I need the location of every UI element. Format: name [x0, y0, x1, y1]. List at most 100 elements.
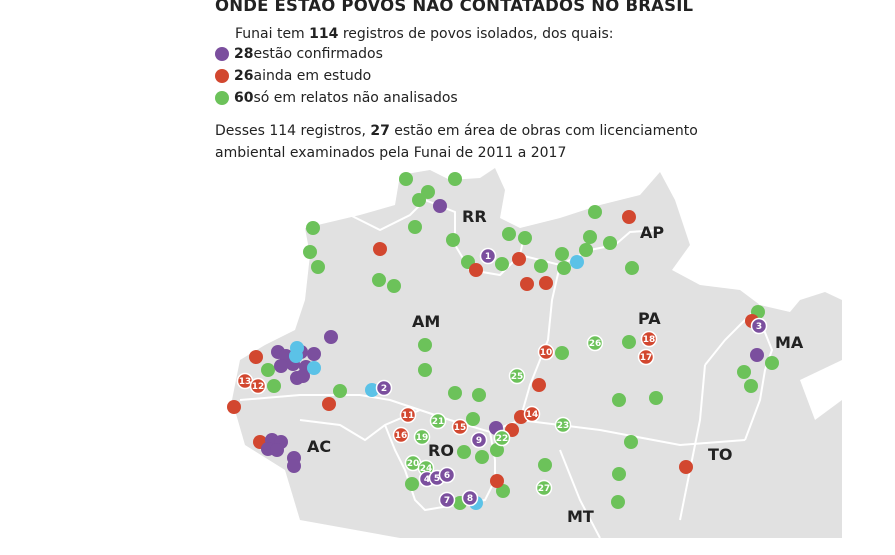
marker-20-label: 20: [407, 459, 420, 469]
study-dot: [469, 263, 483, 277]
marker-26-dot: [586, 334, 604, 352]
report-dot: [579, 243, 593, 257]
report-dot: [448, 172, 462, 186]
report-dot: [412, 193, 426, 207]
reports-dot-icon: [215, 91, 229, 105]
works-note: Desses 114 registros, 27 estão em área d…: [215, 123, 698, 161]
report-dot: [744, 379, 758, 393]
marker-9-label: 9: [476, 436, 482, 446]
report-dot: [408, 220, 422, 234]
confirmed-dot: [750, 348, 764, 362]
report-dot: [466, 412, 480, 426]
study-dot: [322, 397, 336, 411]
highlight-dot: [307, 361, 321, 375]
report-dot: [588, 205, 602, 219]
marker-25-dot: [508, 367, 526, 385]
marker-13-label: 13: [239, 377, 252, 387]
marker-11-label: 11: [402, 411, 415, 421]
marker-5-label: 5: [434, 474, 440, 484]
land-mass: [232, 168, 842, 538]
report-dot: [624, 435, 638, 449]
reports-dots: [261, 172, 779, 510]
marker-1-dot: [479, 247, 497, 265]
confirmed-dot: [287, 459, 301, 473]
marker-12-label: 12: [252, 382, 265, 392]
report-dot: [611, 495, 625, 509]
marker-6-dot: [438, 466, 456, 484]
state-label-mt: MT: [567, 507, 594, 526]
marker-23-label: 23: [557, 421, 570, 431]
marker-3-label: 3: [756, 322, 762, 332]
report-dot: [303, 245, 317, 259]
report-dot: [261, 363, 275, 377]
report-dot: [475, 450, 489, 464]
marker-17-dot: [637, 348, 655, 366]
state-label-to: TO: [708, 445, 733, 464]
report-dot: [555, 247, 569, 261]
marker-25-label: 25: [511, 372, 524, 382]
marker-19-label: 19: [416, 433, 429, 443]
report-dot: [387, 279, 401, 293]
marker-1-label: 1: [485, 252, 491, 262]
marker-8-label: 8: [467, 494, 473, 504]
confirmed-dot: [274, 359, 288, 373]
marker-23-dot: [554, 416, 572, 434]
confirmed-dot: [324, 330, 338, 344]
report-dot: [311, 260, 325, 274]
report-dot: [405, 477, 419, 491]
marker-18-label: 18: [643, 335, 656, 345]
marker-18-dot: [640, 330, 658, 348]
legend-item-study: 26 ainda em estudo: [215, 68, 371, 84]
marker-14-label: 14: [526, 410, 539, 420]
marker-7-label: 7: [444, 496, 450, 506]
report-dot: [502, 227, 516, 241]
report-dot: [457, 445, 471, 459]
marker-15-dot: [451, 418, 469, 436]
report-dot: [372, 273, 386, 287]
report-dot: [538, 458, 552, 472]
intro-text: Funai tem 114 registros de povos isolado…: [235, 26, 614, 42]
marker-15-label: 15: [454, 423, 467, 433]
marker-12-dot: [249, 377, 267, 395]
report-dot: [446, 233, 460, 247]
report-dot: [612, 467, 626, 481]
study-dot: [373, 242, 387, 256]
marker-2-label: 2: [381, 384, 387, 394]
state-label-ma: MA: [775, 333, 804, 352]
confirmed-dot-icon: [215, 47, 229, 61]
marker-6-label: 6: [444, 471, 450, 481]
map-title: ONDE ESTÃO POVOS NÃO CONTATADOS NO BRASI…: [215, 0, 694, 15]
confirmed-dot: [307, 347, 321, 361]
confirmed-dot: [433, 199, 447, 213]
study-dot: [679, 460, 693, 474]
marker-27-dot: [535, 479, 553, 497]
marker-11-dot: [399, 406, 417, 424]
marker-17-label: 17: [640, 353, 653, 363]
report-dot: [306, 221, 320, 235]
report-dot: [622, 335, 636, 349]
marker-8-dot: [461, 489, 479, 507]
report-dot: [418, 363, 432, 377]
marker-21-dot: [429, 412, 447, 430]
report-dot: [518, 231, 532, 245]
marker-7-dot: [438, 491, 456, 509]
marker-22-dot: [493, 429, 511, 447]
study-dot-icon: [215, 69, 229, 83]
report-dot: [472, 388, 486, 402]
report-dot: [612, 393, 626, 407]
marker-14-dot: [523, 405, 541, 423]
marker-9-dot: [470, 431, 488, 449]
study-dot: [227, 400, 241, 414]
marker-3-dot: [750, 317, 768, 335]
legend-item-reports: 60 só em relatos não analisados: [215, 90, 458, 106]
highlight-dot: [570, 255, 584, 269]
water-cutouts: [800, 360, 842, 420]
confirmed-dot: [296, 369, 310, 383]
state-label-pa: PA: [638, 309, 661, 328]
marker-27-label: 27: [538, 484, 551, 494]
study-dot: [249, 350, 263, 364]
study-dot: [512, 252, 526, 266]
marker-22-label: 22: [496, 434, 509, 444]
report-dot: [625, 261, 639, 275]
report-dot: [490, 443, 504, 457]
